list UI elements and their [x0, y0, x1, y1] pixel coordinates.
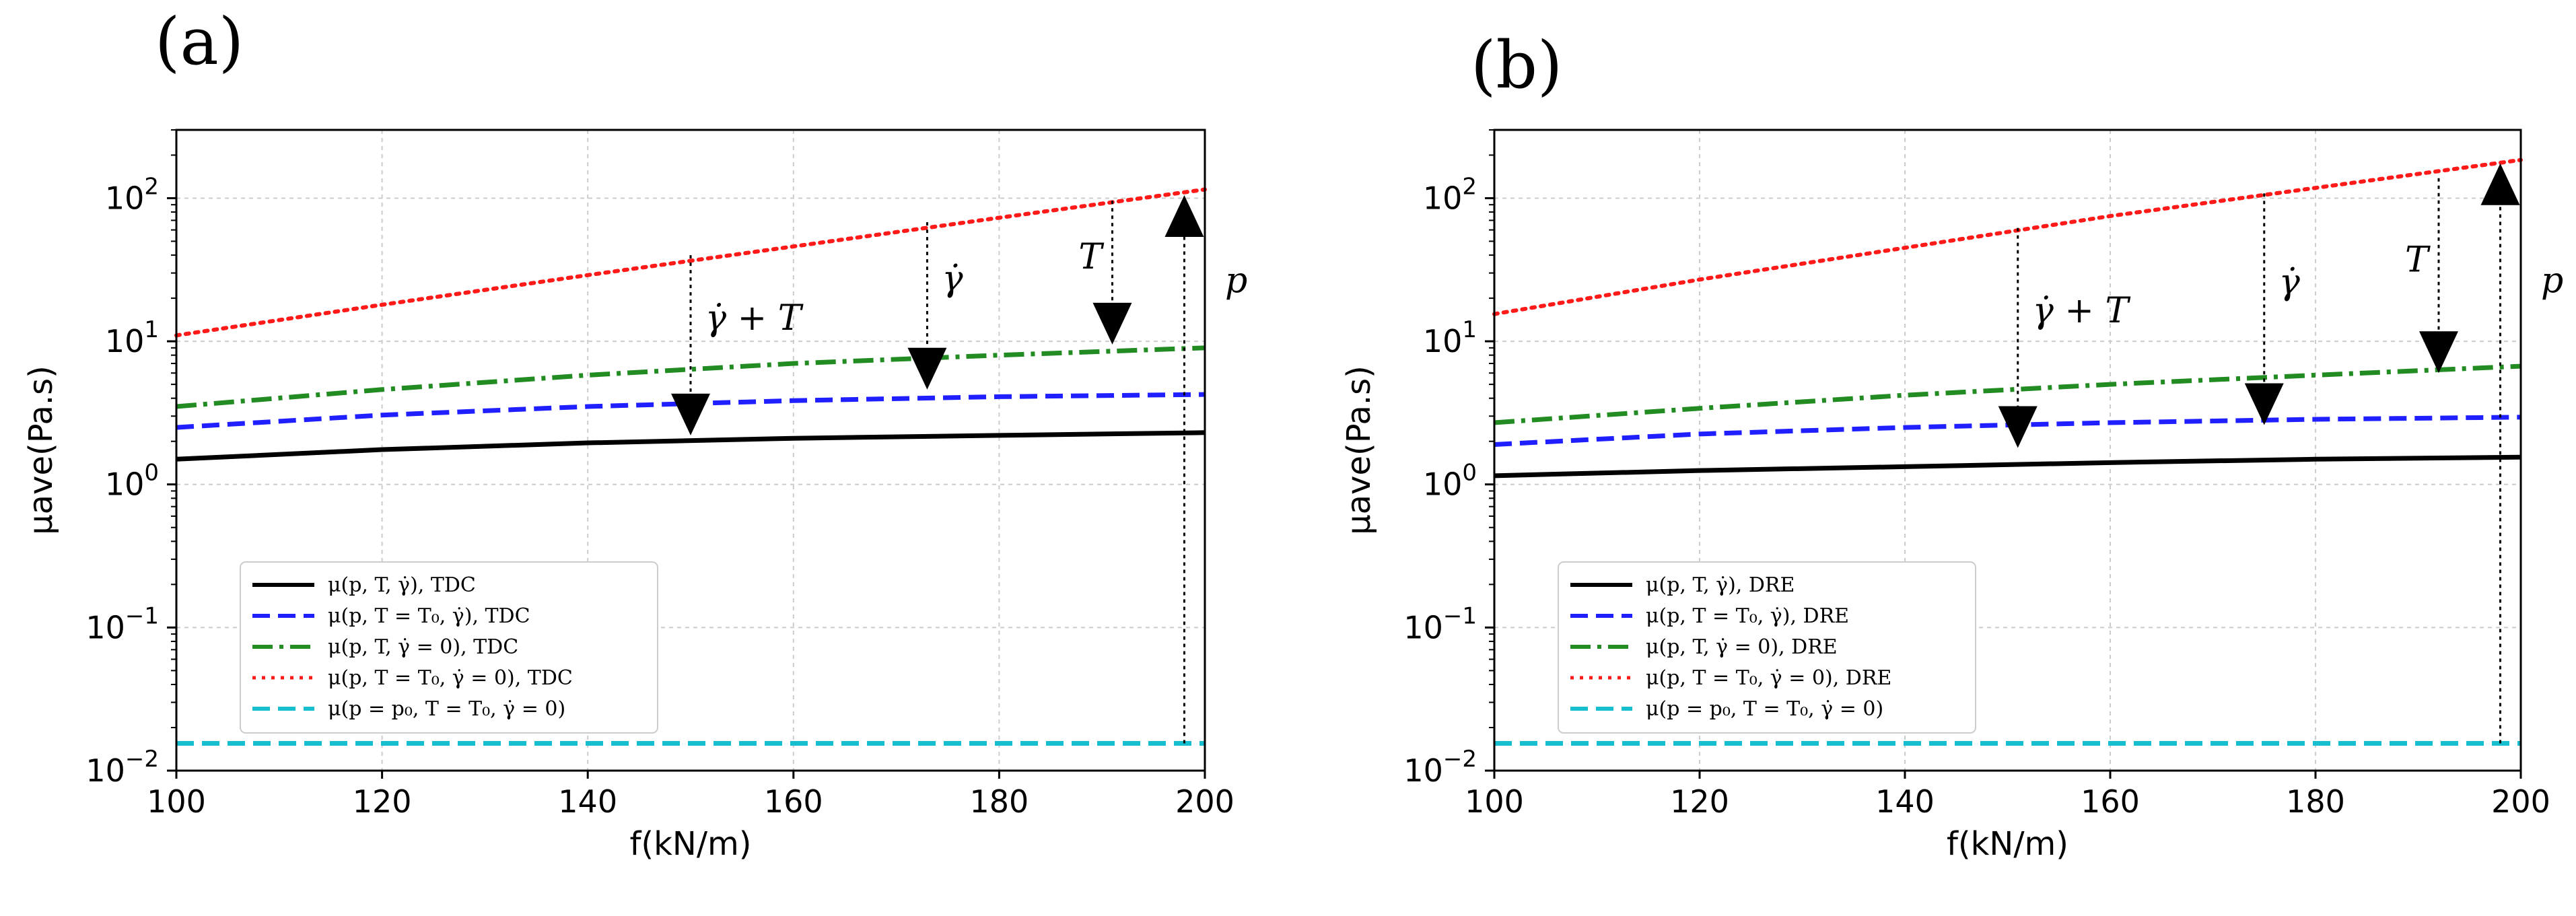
legend-entry: μ(p, T = T₀, γ̇ = 0), DRE [1646, 666, 1891, 690]
annotation-arrow-3: T [2405, 178, 2458, 374]
plot-frame [175, 129, 1206, 772]
x-tick-label: 180 [2286, 783, 2345, 820]
arrow-head [907, 347, 947, 390]
y-tick-label: 100 [1423, 460, 1477, 503]
legend: μ(p, T, γ̇), DRE μ(p, T = T₀, γ̇), DRE μ(p… [1558, 561, 1976, 734]
y-tick-label: 100 [105, 460, 159, 503]
annotation-arrow-3: T [1078, 201, 1132, 345]
annotation-label: γ̇ [942, 258, 963, 299]
x-tick-label: 200 [2491, 783, 2550, 820]
series-line-3 [176, 345, 1206, 409]
series-line-4 [1492, 157, 2523, 316]
x-tick-label: 140 [1875, 783, 1935, 820]
x-tick-label: 120 [1670, 783, 1729, 820]
series-line-1 [176, 430, 1206, 462]
x-tick-label: 140 [558, 783, 617, 820]
annotation-label: p [1225, 260, 1247, 301]
arrow-head [2480, 163, 2520, 205]
panel-label: (b) [1471, 28, 1562, 103]
arrow-head [1998, 406, 2038, 448]
annotation-label: T [1078, 237, 1104, 277]
x-tick-label: 200 [1175, 783, 1234, 820]
x-tick-label: 160 [2081, 783, 2140, 820]
legend-entry: μ(p, T = T₀, γ̇), DRE [1646, 604, 1849, 628]
annotation-arrow-1: γ̇ + T [1998, 227, 2131, 448]
arrow-head [1164, 195, 1204, 237]
series-line-3 [1494, 363, 2521, 425]
annotation-label: γ̇ + T [2033, 291, 2131, 331]
y-tick-label: 102 [1423, 173, 1477, 216]
legend-entry: μ(p = p₀, T = T₀, γ̇ = 0) [328, 697, 565, 721]
series-line-1 [1494, 454, 2521, 479]
y-tick-label: 10−1 [1403, 602, 1477, 645]
legend-entry: μ(p, T, γ̇), DRE [1646, 573, 1795, 597]
legend-entry: μ(p, T = T₀, γ̇), TDC [328, 604, 530, 628]
legend-entry: μ(p, T, γ̇), TDC [328, 573, 476, 597]
annotation-label: p [2541, 260, 2563, 301]
x-tick-label: 120 [353, 783, 412, 820]
plot-frame [1493, 129, 2522, 772]
series-line-4 [174, 187, 1207, 338]
x-axis-label: f(kN/m) [630, 825, 752, 863]
legend-entry: μ(p, T, γ̇ = 0), TDC [328, 635, 518, 659]
x-tick-label: 100 [147, 783, 206, 820]
arrow-head [1092, 302, 1132, 345]
legend: μ(p, T, γ̇), TDC μ(p, T = T₀, γ̇), TDC μ(p… [240, 561, 658, 734]
annotation-arrow-2: γ̇ [907, 222, 963, 390]
y-tick-label: 10−1 [85, 602, 159, 645]
legend-entry: μ(p, T, γ̇ = 0), DRE [1646, 635, 1838, 659]
y-axis-label: μave(Pa.s) [1340, 365, 1378, 535]
annotation-label: γ̇ [2279, 262, 2301, 302]
arrow-head [671, 393, 710, 435]
y-axis-label: μave(Pa.s) [22, 365, 60, 535]
x-tick-label: 180 [969, 783, 1029, 820]
annotation-label: T [2405, 240, 2431, 280]
y-tick-label: 101 [105, 316, 159, 359]
arrow-head [2419, 331, 2458, 374]
x-axis-label: f(kN/m) [1947, 825, 2068, 863]
panel-label: (a) [155, 4, 244, 79]
chart-panel-a: (a) γ̇ + T γ̇ Tp 100 120 140 160 180 200 10−2 10−1 1… [22, 4, 1247, 863]
legend-entry: μ(p, T = T₀, γ̇ = 0), TDC [328, 666, 573, 690]
legend-entry: μ(p = p₀, T = T₀, γ̇ = 0) [1646, 697, 1883, 721]
y-tick-label: 10−2 [1403, 746, 1477, 789]
arrow-head [2244, 383, 2284, 425]
annotation-arrow-2: γ̇ [2244, 193, 2301, 425]
x-tick-label: 100 [1465, 783, 1524, 820]
annotation-arrow-4: p [1164, 195, 1247, 744]
x-tick-label: 160 [764, 783, 823, 820]
y-tick-label: 10−2 [85, 746, 159, 789]
legend-box [1558, 561, 1976, 734]
annotation-arrow-1: γ̇ + T [671, 255, 804, 435]
y-tick-label: 101 [1423, 316, 1477, 359]
annotation-arrow-4: p [2480, 163, 2563, 744]
y-tick-label: 102 [105, 173, 159, 216]
legend-box [240, 561, 658, 734]
chart-panel-b: (b) γ̇ + T γ̇ Tp 100 120 140 160 180 200 10−2 10−1 1… [1340, 28, 2563, 863]
annotation-label: γ̇ + T [705, 298, 804, 339]
